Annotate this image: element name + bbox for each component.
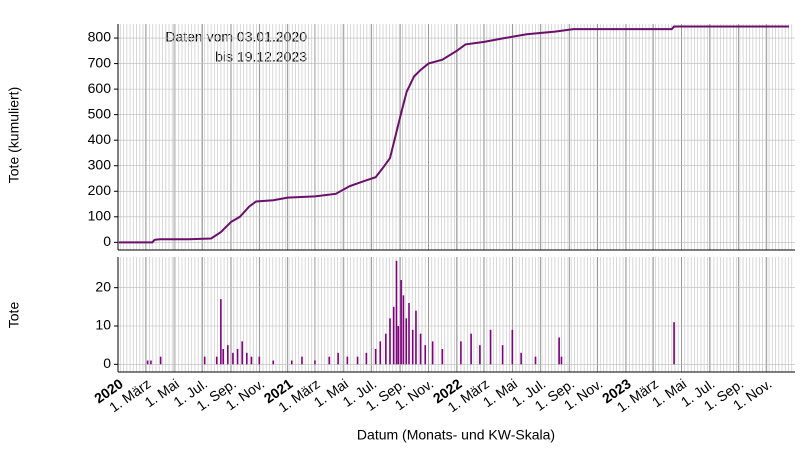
bar — [411, 329, 414, 365]
bar — [258, 356, 261, 365]
y-tick-label: 800 — [88, 29, 112, 45]
bar — [534, 356, 537, 365]
bar — [222, 349, 224, 365]
bar — [220, 299, 222, 365]
y-tick-label: 200 — [88, 182, 112, 198]
bar — [365, 352, 368, 365]
bar — [337, 352, 339, 365]
bar — [470, 333, 472, 365]
y-tick-label: 0 — [103, 233, 111, 249]
bar — [385, 333, 387, 365]
bar — [328, 356, 331, 365]
bar — [227, 345, 229, 365]
y-tick-label: 700 — [88, 54, 112, 70]
bar — [424, 345, 427, 365]
bar — [301, 356, 303, 365]
bar — [314, 360, 316, 365]
bar — [232, 352, 234, 365]
bar — [441, 349, 444, 365]
y-axis-label: Tote (kumuliert) — [6, 87, 22, 183]
bar — [520, 352, 522, 365]
bar — [389, 318, 391, 365]
bar — [290, 360, 293, 365]
bar — [560, 356, 563, 365]
bar — [415, 310, 417, 365]
bar — [479, 345, 481, 365]
bar — [558, 337, 560, 365]
cumulative-line — [118, 25, 789, 244]
bar — [379, 341, 382, 365]
bar — [501, 345, 504, 365]
bar — [405, 318, 408, 365]
bar — [246, 352, 248, 365]
bar — [241, 341, 243, 365]
y-tick-label: 0 — [103, 355, 111, 371]
y-tick-label: 500 — [88, 105, 112, 121]
bar — [395, 260, 398, 365]
bar — [356, 356, 359, 365]
annotation: bis 19.12.2023 — [215, 49, 307, 65]
x-axis-label: Datum (Monats- und KW-Skala) — [357, 427, 555, 443]
bar — [215, 356, 218, 365]
bar — [236, 349, 239, 365]
bar — [419, 333, 422, 365]
bar — [408, 303, 410, 365]
y-tick-label: 400 — [88, 131, 112, 147]
y-axis-label: Tote — [6, 302, 22, 329]
bar — [374, 349, 377, 365]
bar — [511, 329, 514, 365]
bar — [392, 306, 395, 365]
bar — [146, 360, 149, 365]
y-tick-label: 600 — [88, 80, 112, 96]
bar — [402, 295, 405, 365]
bar — [400, 280, 402, 365]
y-tick-label: 10 — [95, 317, 111, 333]
bar — [673, 322, 675, 365]
y-tick-label: 20 — [95, 278, 111, 294]
bar — [159, 356, 162, 365]
bar — [489, 329, 492, 365]
bar — [460, 341, 462, 365]
bar — [431, 341, 434, 365]
bar — [150, 360, 152, 365]
bar — [272, 360, 275, 365]
bar — [346, 356, 349, 365]
bar — [397, 326, 400, 365]
bar — [250, 356, 253, 365]
y-tick-label: 100 — [88, 208, 112, 224]
y-tick-label: 300 — [88, 156, 112, 172]
bar — [203, 356, 206, 365]
annotation: Daten vom 03.01.2020 — [165, 29, 307, 45]
